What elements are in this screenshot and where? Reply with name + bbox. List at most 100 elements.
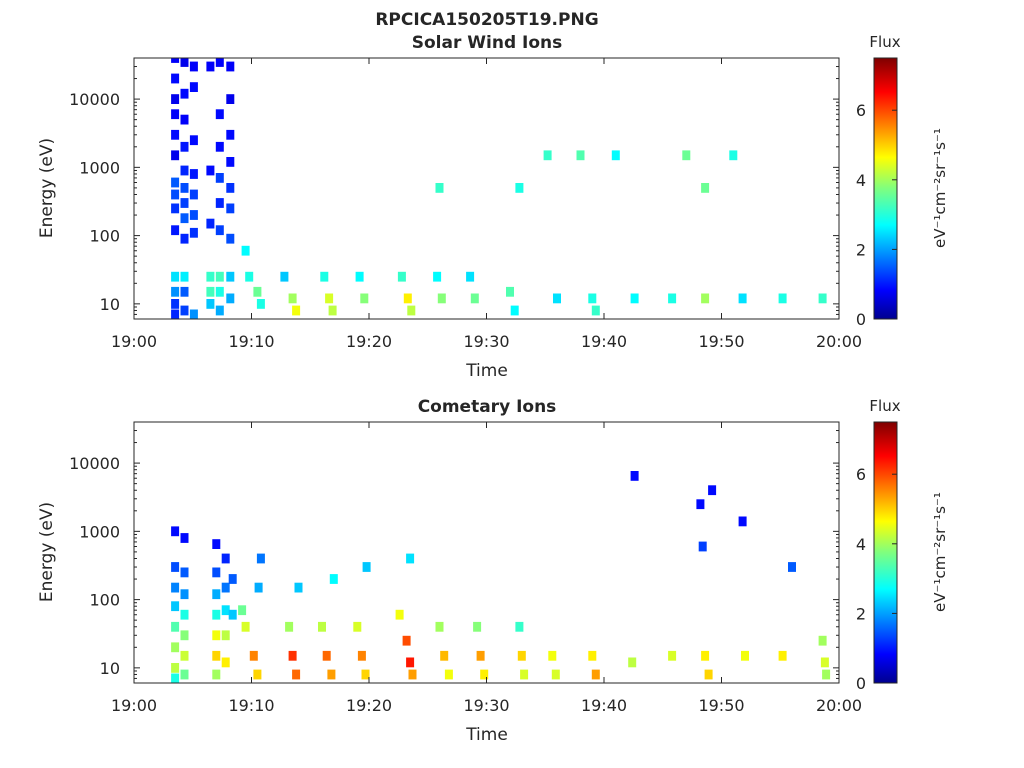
heatmap-cell <box>325 293 334 304</box>
heatmap-cell <box>408 669 417 680</box>
heatmap-cell <box>701 183 710 193</box>
heatmap-cell <box>362 562 371 572</box>
heatmap-cell <box>729 150 738 161</box>
heatmap-cell <box>215 286 224 297</box>
heatmap-cell <box>171 286 180 297</box>
heatmap-cell <box>171 642 180 653</box>
x-tick-label: 19:40 <box>581 332 627 351</box>
heatmap-cell <box>437 293 446 304</box>
heatmap-cell <box>682 150 691 161</box>
heatmap-cell <box>288 650 297 661</box>
heatmap-cell <box>171 299 180 309</box>
heatmap-cell <box>189 189 198 200</box>
heatmap-cell <box>180 589 189 600</box>
heatmap-cell <box>171 271 180 282</box>
heatmap-cell <box>226 233 235 244</box>
heatmap-cell <box>698 541 707 552</box>
heatmap-cell <box>353 621 362 632</box>
colorbar-title-cometary: Flux <box>869 397 900 415</box>
heatmap-cell <box>256 299 265 309</box>
heatmap-cell <box>548 650 557 661</box>
heatmap-cell <box>696 499 705 510</box>
heatmap-cell <box>738 293 747 304</box>
heatmap-cell <box>180 114 189 125</box>
heatmap-cell <box>327 669 336 680</box>
heatmap-cell <box>212 589 221 600</box>
heatmap-cell <box>171 526 180 537</box>
heatmap-cell <box>171 58 180 63</box>
heatmap-cell <box>171 621 180 632</box>
heatmap-cell <box>180 165 189 176</box>
panel-title-cometary: Cometary Ions <box>418 397 557 417</box>
heatmap-cell <box>171 582 180 593</box>
heatmap-cell <box>171 225 180 236</box>
y-tick-label: 100 <box>89 227 120 246</box>
colorbar-tick-label: 4 <box>856 535 866 554</box>
heatmap-cell <box>241 621 250 632</box>
colorbar-tick-label: 6 <box>856 465 866 484</box>
heatmap-cell <box>215 173 224 183</box>
heatmap-cell <box>241 245 250 256</box>
heatmap-cell <box>180 58 189 67</box>
heatmap-cell <box>171 109 180 120</box>
y-tick-label: 10 <box>100 659 120 678</box>
heatmap-cell <box>480 669 489 680</box>
heatmap-cell <box>517 650 526 661</box>
heatmap-cell <box>357 650 366 661</box>
heatmap-cell <box>435 621 444 632</box>
heatmap-cell <box>318 621 326 632</box>
y-tick-label: 10000 <box>69 454 120 473</box>
y-axis-label-solar-wind: Energy (eV) <box>37 138 57 238</box>
heatmap-cell <box>206 271 215 282</box>
heatmap-cell <box>171 73 180 84</box>
heatmap-cell <box>551 669 560 680</box>
heatmap-cell <box>212 609 221 620</box>
heatmap-cell <box>328 305 337 316</box>
heatmap-cell <box>788 562 796 572</box>
heatmap-cell <box>588 293 597 304</box>
heatmap-cell <box>221 657 230 668</box>
heatmap-cell <box>515 621 524 632</box>
heatmap-cell <box>433 271 442 282</box>
heatmap-cell <box>206 218 215 229</box>
heatmap-cell <box>221 553 230 564</box>
heatmap-cell <box>212 539 221 549</box>
heatmap-cell <box>406 553 415 564</box>
plot-frame-solar-wind <box>133 57 840 320</box>
heatmap-cell <box>221 605 230 616</box>
heatmap-cell <box>253 286 262 297</box>
heatmap-cell <box>285 621 294 632</box>
heatmap-cell <box>435 183 444 193</box>
heatmap-cell <box>320 271 329 282</box>
heatmap-cell <box>822 669 831 680</box>
heatmap-cell <box>171 150 180 161</box>
heatmap-cell <box>215 305 224 316</box>
heatmap-cell <box>189 61 198 72</box>
x-tick-label: 20:00 <box>816 332 862 351</box>
heatmap-cell <box>189 309 198 319</box>
x-tick-label: 19:30 <box>463 332 509 351</box>
heatmap-cell <box>395 609 404 620</box>
heatmap-cell <box>215 109 224 120</box>
heatmap-cell <box>288 293 297 304</box>
heatmap-cell <box>543 150 552 161</box>
colorbar-tick-label: 2 <box>856 604 866 623</box>
heatmap-cell <box>510 305 519 316</box>
heatmap-cell <box>226 293 235 304</box>
heatmap-cell <box>171 663 180 673</box>
heatmap-cell <box>215 198 224 208</box>
heatmap-cell <box>206 299 215 309</box>
heatmap-cell <box>292 669 301 680</box>
y-tick-label: 10000 <box>69 90 120 109</box>
heatmap-cell <box>226 129 235 140</box>
heatmap-cell <box>226 271 235 282</box>
x-tick-label: 19:10 <box>228 696 274 715</box>
heatmap-cell <box>171 129 180 140</box>
heatmap-cell <box>180 88 189 99</box>
heatmap-cell <box>407 305 416 316</box>
heatmap-cell <box>171 673 180 683</box>
heatmap-cell <box>403 293 412 304</box>
heatmap-cell <box>253 669 262 680</box>
colorbar-solar-wind <box>873 57 898 320</box>
panel-solar-wind: Solar Wind Ions 19:00 19:10 19:20 19:30 19:4… <box>37 33 949 381</box>
